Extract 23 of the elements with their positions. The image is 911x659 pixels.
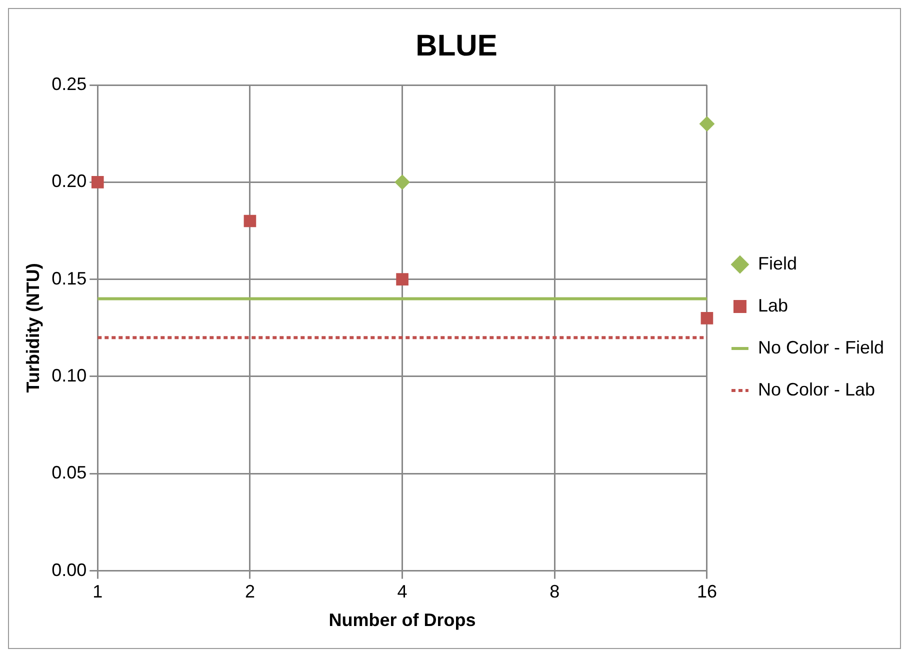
y-tick-label: 0.20 [52, 171, 87, 192]
chart-title: BLUE [416, 29, 498, 62]
point [699, 116, 714, 132]
x-tick-label: 2 [244, 582, 255, 602]
y-tick-label: 0.25 [52, 74, 87, 94]
x-tick-label: 4 [397, 582, 408, 602]
x-tick-label: 8 [550, 582, 560, 602]
point [396, 273, 408, 286]
point [700, 312, 714, 324]
y-axis-title: Turbidity (NTU) [22, 263, 43, 393]
y-tick-label: 0.00 [52, 560, 87, 580]
legend-label: Lab [758, 295, 788, 316]
y-tick-label: 0.15 [52, 268, 87, 288]
x-axis-title: Number of Drops [328, 610, 476, 630]
x-tick-label: 16 [696, 582, 717, 602]
legend-label: No Color - Field [758, 337, 884, 358]
legend-label: No Color - Lab [758, 379, 876, 400]
legend-label: Field [758, 253, 797, 274]
point [244, 214, 256, 228]
y-tick-label: 0.10 [52, 365, 87, 386]
point [394, 174, 410, 190]
x-tick-label: 1 [92, 582, 103, 602]
y-tick-label: 0.05 [52, 462, 87, 483]
